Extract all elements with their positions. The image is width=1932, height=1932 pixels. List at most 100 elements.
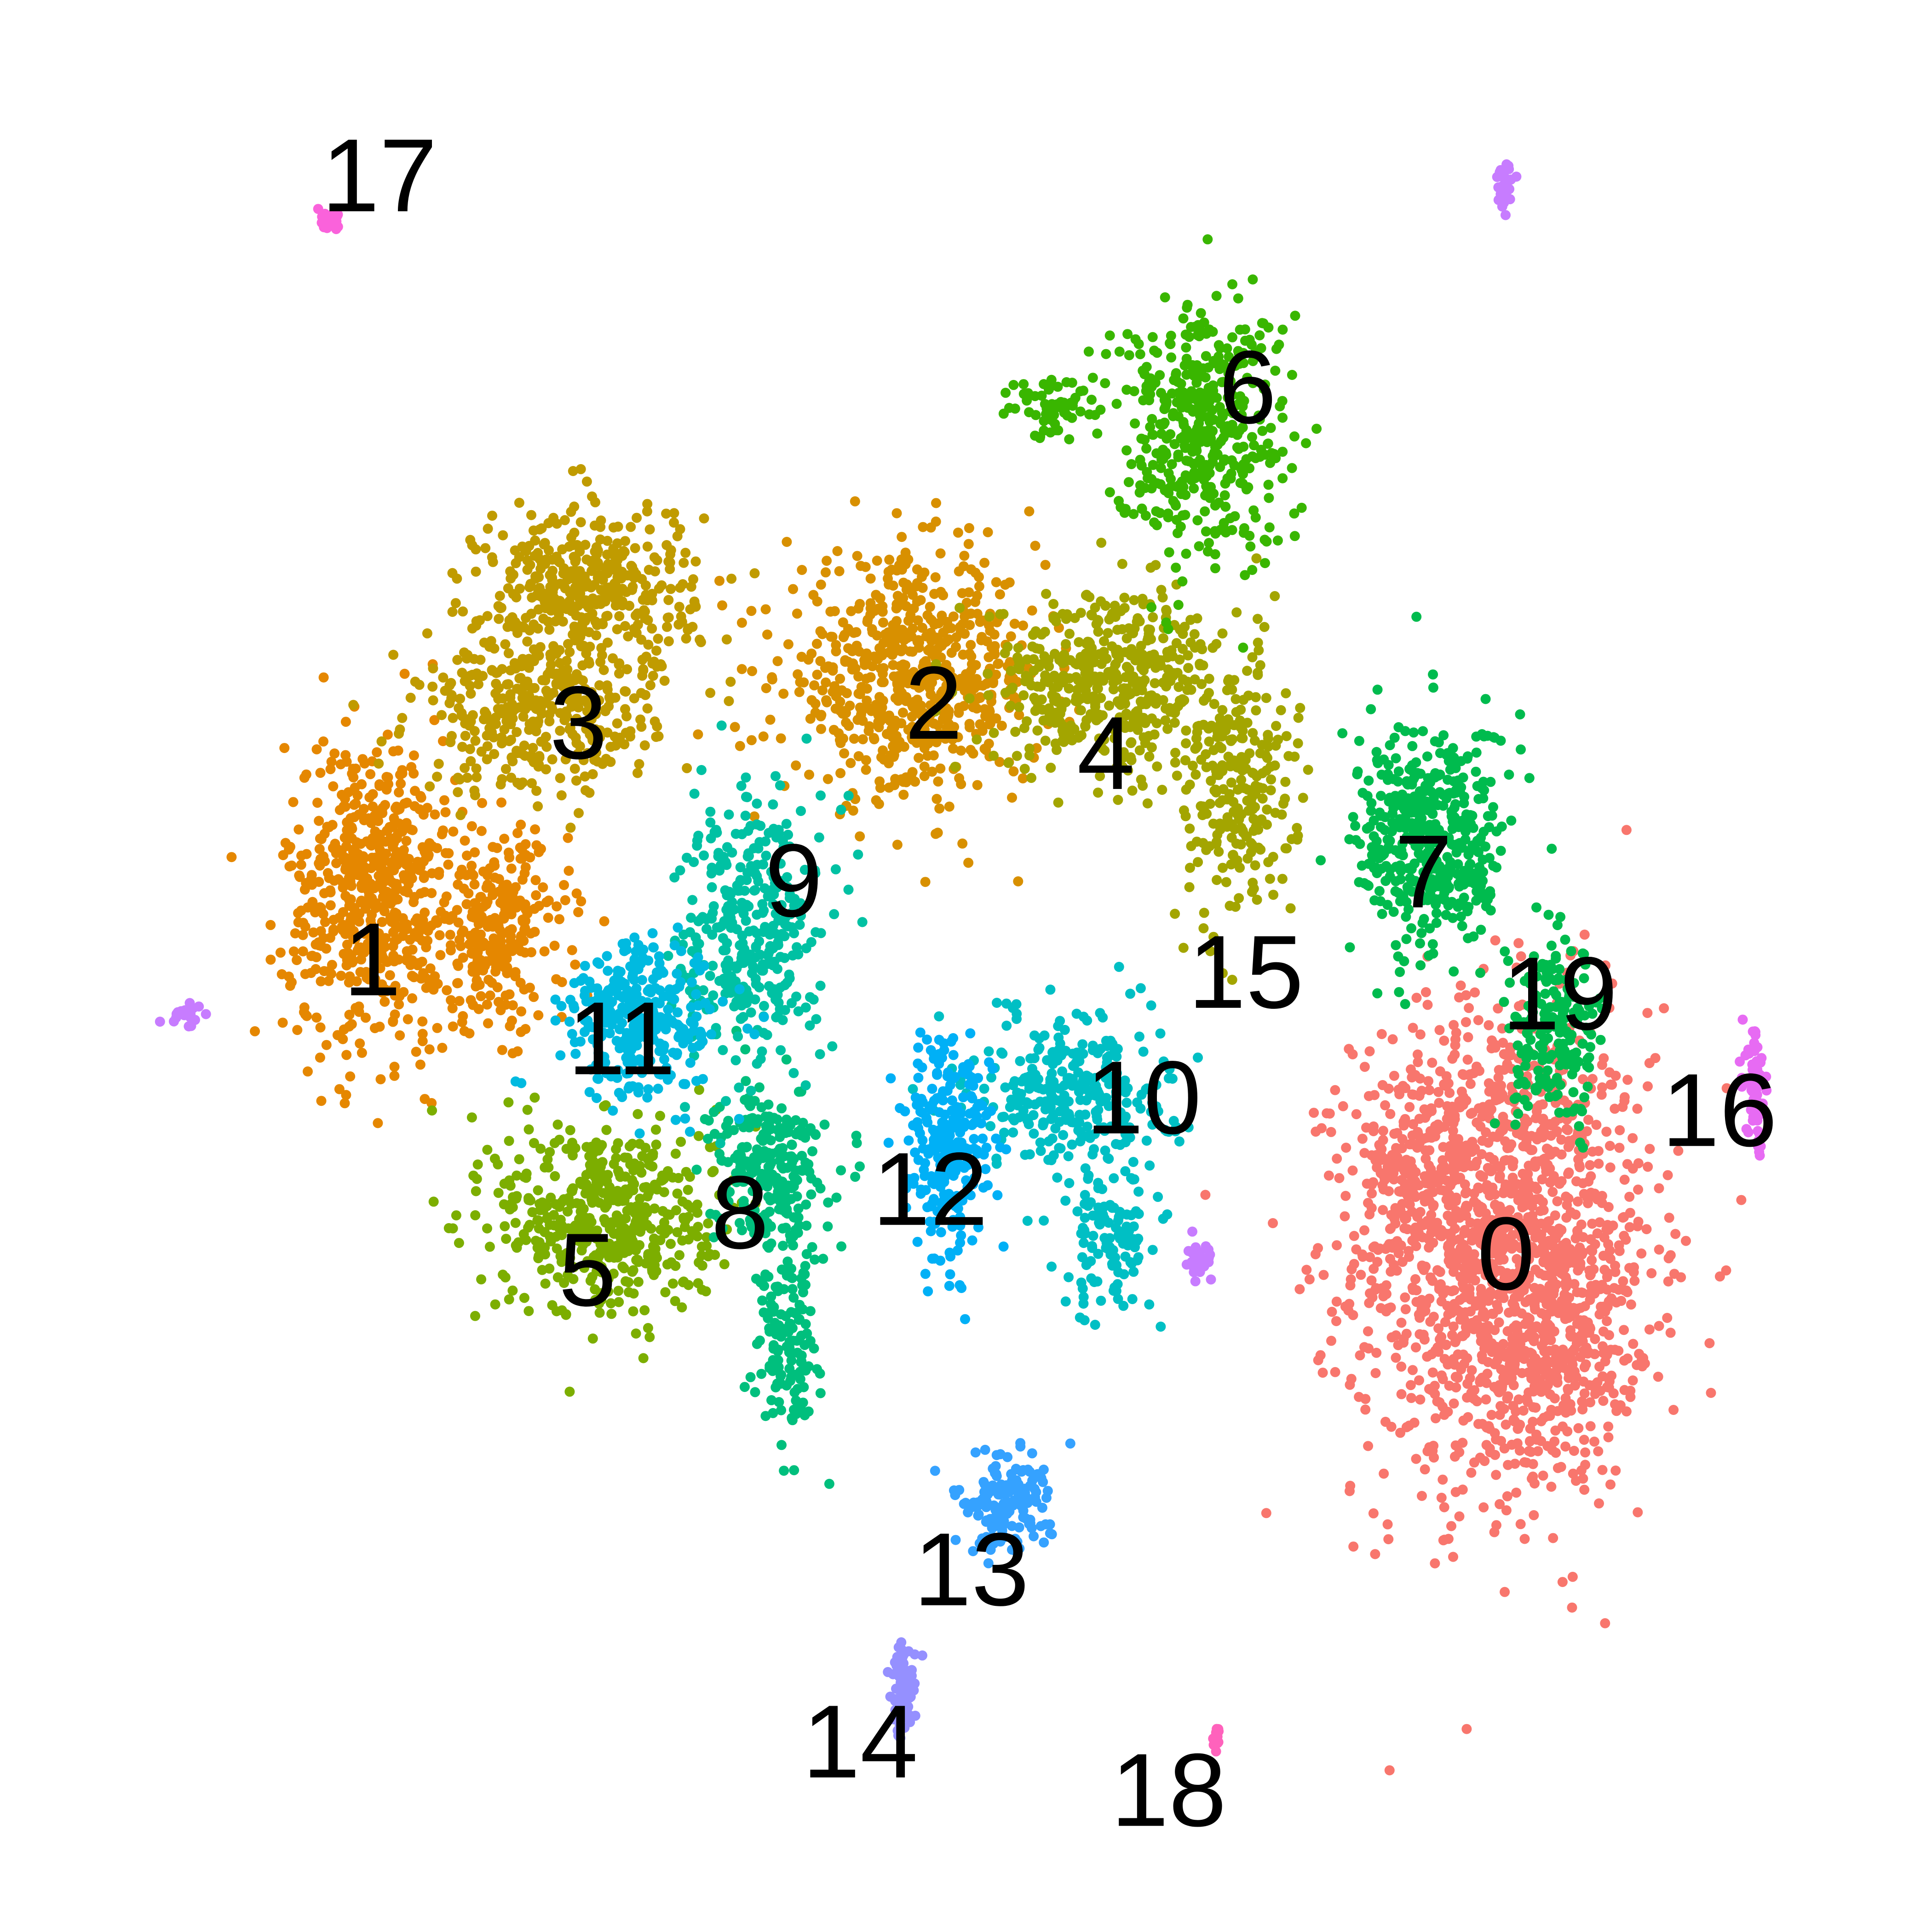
data-point [1375, 1168, 1386, 1179]
data-point [1565, 1399, 1576, 1409]
data-point [1330, 1085, 1340, 1095]
data-point [1552, 1126, 1562, 1136]
data-point [1593, 1158, 1604, 1169]
data-point [1268, 851, 1278, 862]
data-point [293, 824, 304, 835]
data-point [544, 624, 555, 635]
data-point [526, 510, 536, 520]
data-point [944, 801, 954, 812]
data-point [1515, 1218, 1525, 1228]
data-point [831, 646, 841, 656]
data-point [676, 1137, 686, 1147]
data-point [1496, 1364, 1506, 1374]
data-point [1348, 1541, 1359, 1552]
data-point [1610, 1465, 1621, 1476]
data-point [453, 787, 463, 798]
data-point [534, 847, 544, 857]
data-point [447, 607, 458, 617]
data-point [265, 954, 276, 965]
data-point [293, 908, 304, 919]
data-point [1389, 1158, 1400, 1168]
data-point [1381, 1306, 1392, 1317]
data-point [1410, 1227, 1420, 1237]
data-point [1383, 1534, 1394, 1545]
data-point [1569, 1279, 1580, 1289]
data-point [1180, 811, 1191, 822]
data-point [1019, 764, 1030, 774]
data-point [855, 831, 865, 842]
data-point [1426, 1106, 1437, 1116]
data-point [1593, 1446, 1604, 1456]
data-point [499, 1179, 510, 1189]
data-point [465, 744, 475, 754]
data-point [314, 816, 324, 826]
data-point [1500, 1587, 1510, 1597]
data-point [1542, 1441, 1553, 1451]
data-point [1492, 1385, 1503, 1395]
data-point [1425, 1126, 1436, 1136]
data-point [446, 995, 456, 1006]
data-point [1292, 822, 1302, 833]
data-point [1280, 794, 1290, 804]
data-point [608, 653, 618, 664]
data-point [1355, 1350, 1365, 1361]
data-point [432, 1023, 443, 1033]
data-point [1597, 1082, 1607, 1092]
data-point [1447, 1199, 1457, 1209]
data-point [1654, 1244, 1664, 1255]
data-point [765, 714, 776, 725]
data-point [1490, 1449, 1501, 1460]
data-point [546, 602, 557, 612]
data-point [1268, 1218, 1278, 1228]
data-point [1217, 628, 1228, 639]
data-point [1528, 1416, 1538, 1427]
data-point [339, 1024, 349, 1035]
data-point [1604, 1003, 1615, 1013]
data-point [387, 877, 397, 888]
data-point [632, 768, 643, 778]
data-point [506, 900, 517, 911]
data-point [1580, 1447, 1591, 1458]
data-point [535, 706, 546, 716]
data-point [1567, 1602, 1577, 1613]
data-point [1607, 1080, 1617, 1090]
data-point [1356, 1270, 1366, 1280]
data-point [931, 516, 941, 527]
data-point [334, 913, 345, 923]
data-point [853, 751, 864, 761]
data-point [472, 668, 482, 678]
data-point [1499, 1403, 1509, 1414]
data-point [520, 1024, 531, 1034]
data-point [1453, 1254, 1463, 1265]
data-point [551, 974, 562, 984]
data-point [1562, 1354, 1572, 1364]
data-point [1467, 1318, 1478, 1329]
data-point [1511, 1331, 1521, 1341]
data-point [405, 692, 416, 703]
data-point [1242, 831, 1252, 842]
data-point [402, 1014, 413, 1024]
data-point [339, 833, 350, 843]
data-point [1564, 1258, 1574, 1268]
data-point [1540, 1153, 1550, 1164]
data-point [1403, 1246, 1414, 1256]
data-point [1398, 1120, 1409, 1131]
data-point [644, 524, 655, 535]
data-point [444, 680, 455, 690]
data-point [1592, 1228, 1603, 1239]
data-point [1048, 599, 1059, 609]
data-point [1388, 1168, 1399, 1179]
data-point [379, 856, 389, 867]
data-point [348, 700, 359, 710]
data-point [1012, 751, 1022, 761]
data-point [1548, 1289, 1559, 1300]
data-point [1627, 1133, 1638, 1144]
data-point [497, 1045, 507, 1055]
data-point [874, 799, 884, 809]
data-point [465, 680, 475, 691]
data-point [995, 589, 1005, 600]
data-point [1273, 735, 1283, 745]
data-point [1473, 1103, 1484, 1114]
data-point [414, 679, 425, 690]
data-point [1586, 1191, 1596, 1202]
